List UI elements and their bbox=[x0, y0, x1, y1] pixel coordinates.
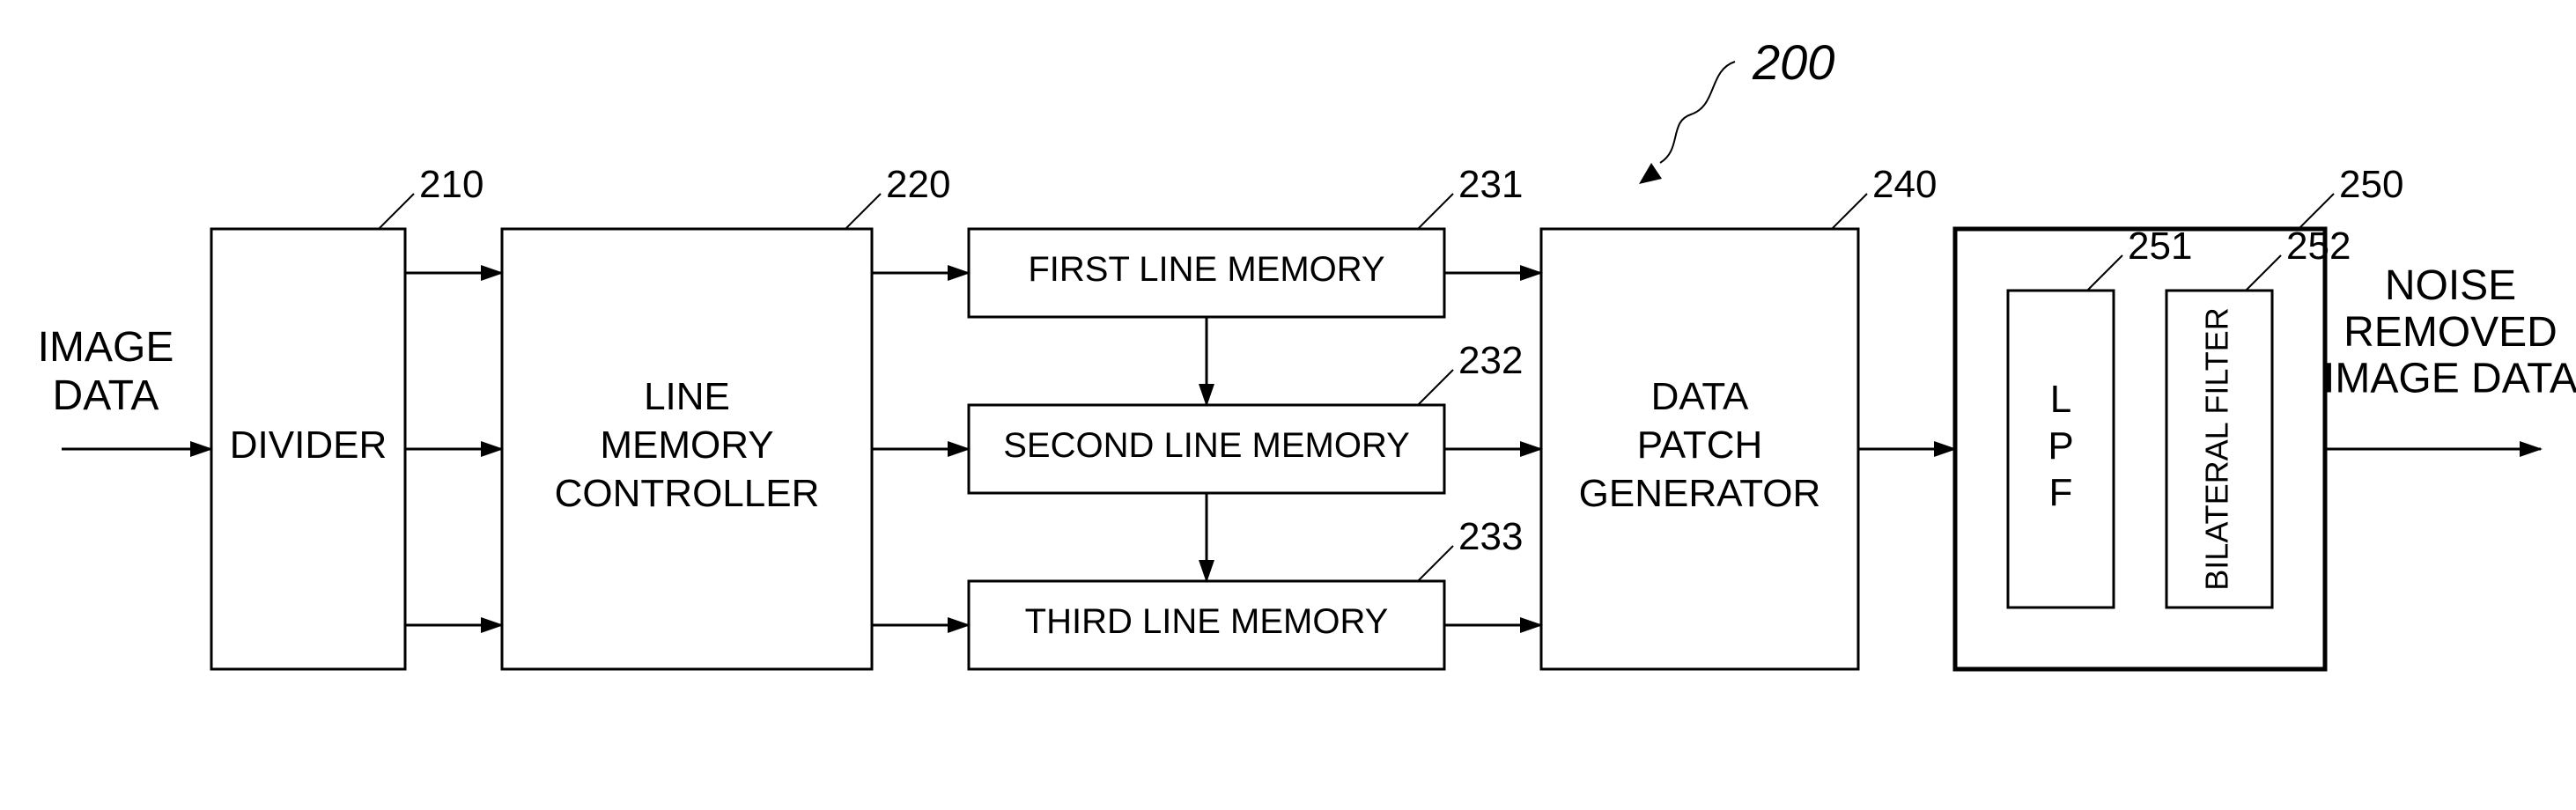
svg-text:210: 210 bbox=[419, 163, 483, 206]
svg-text:DIVIDER: DIVIDER bbox=[230, 423, 387, 467]
system-ref: 200 bbox=[1752, 34, 1834, 90]
input-label: IMAGEDATA bbox=[38, 324, 174, 419]
svg-text:232: 232 bbox=[1458, 339, 1523, 382]
svg-text:THIRD LINE MEMORY: THIRD LINE MEMORY bbox=[1025, 602, 1389, 641]
svg-text:252: 252 bbox=[2286, 225, 2351, 268]
svg-text:BILATERAL FILTER: BILATERAL FILTER bbox=[2199, 307, 2235, 590]
svg-text:LINEMEMORYCONTROLLER: LINEMEMORYCONTROLLER bbox=[555, 375, 820, 515]
svg-text:220: 220 bbox=[886, 163, 950, 206]
svg-text:240: 240 bbox=[1872, 163, 1937, 206]
svg-text:DATAPATCHGENERATOR: DATAPATCHGENERATOR bbox=[1579, 375, 1821, 515]
svg-text:SECOND LINE MEMORY: SECOND LINE MEMORY bbox=[1003, 426, 1410, 465]
svg-text:251: 251 bbox=[2128, 225, 2192, 268]
svg-text:233: 233 bbox=[1458, 515, 1523, 558]
svg-text:231: 231 bbox=[1458, 163, 1523, 206]
svg-text:LPF: LPF bbox=[2048, 378, 2073, 514]
svg-text:FIRST LINE MEMORY: FIRST LINE MEMORY bbox=[1028, 250, 1384, 289]
output-label: NOISEREMOVEDIMAGE DATA bbox=[2323, 262, 2576, 402]
svg-text:250: 250 bbox=[2339, 163, 2403, 206]
